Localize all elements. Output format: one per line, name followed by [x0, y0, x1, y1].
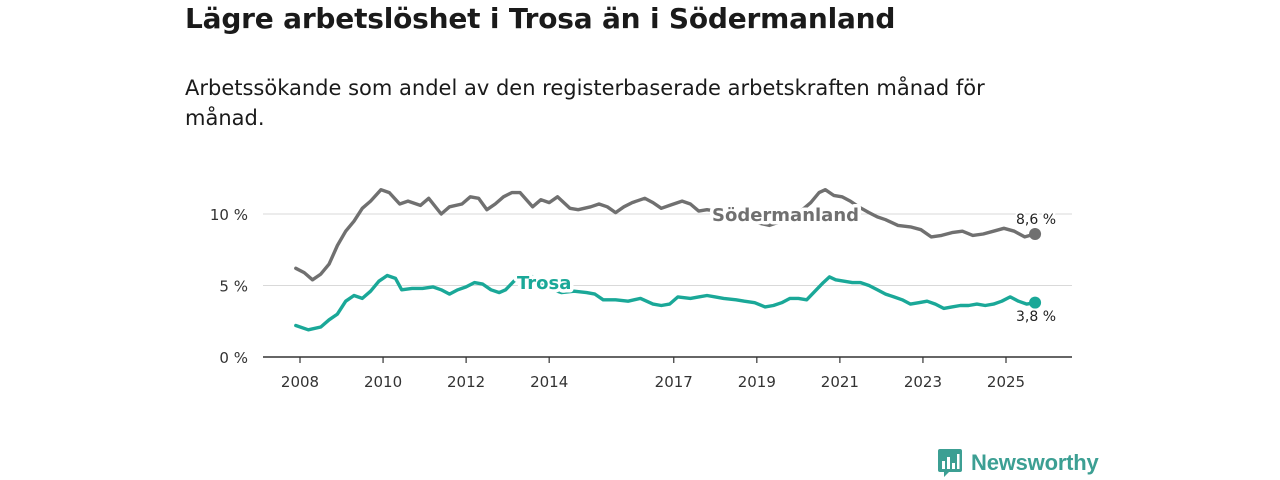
x-tick-label: 2019 [738, 373, 776, 391]
y-tick-label: 10 % [210, 206, 248, 224]
brand-name: Newsworthy [971, 450, 1099, 475]
y-tick-label: 0 % [219, 349, 248, 367]
series-end-dot-trosa [1029, 296, 1042, 309]
chart-subtitle: Arbetssökande som andel av den registerb… [185, 76, 985, 130]
x-tick-label: 2017 [655, 373, 693, 391]
x-tick-label: 2014 [530, 373, 568, 391]
newsworthy-brand[interactable]: Newsworthy [937, 448, 1099, 478]
series-label-trosa: Trosa [517, 273, 571, 294]
x-tick-label: 2025 [987, 373, 1025, 391]
series-line-sodermanland [294, 188, 1037, 282]
x-tick-label: 2008 [281, 373, 319, 391]
newsworthy-logo-icon [938, 449, 962, 477]
x-tick-label: 2010 [364, 373, 402, 391]
axes: 0 % 5 % 10 % 2008 2010 2012 2014 2017 2019 2021 20… [210, 206, 1072, 391]
y-tick-label: 5 % [219, 278, 248, 296]
end-value-label-sodermanland: 8,6 % [1016, 212, 1056, 228]
x-tick-label: 2012 [447, 373, 485, 391]
x-tick-label: 2021 [821, 373, 859, 391]
series-lines [294, 188, 1042, 332]
series-line-trosa [294, 272, 1037, 332]
grid-lines [263, 213, 1072, 286]
series-end-dot-sodermanland [1029, 228, 1042, 241]
chart-title: Lägre arbetslöshet i Trosa än i Söderman… [185, 2, 896, 35]
series-label-sodermanland: Södermanland [712, 205, 859, 226]
x-tick-label: 2023 [904, 373, 942, 391]
end-value-label-trosa: 3,8 % [1016, 309, 1056, 325]
series-labels: Södermanland Trosa 8,6 % 3,8 % [514, 202, 1059, 328]
